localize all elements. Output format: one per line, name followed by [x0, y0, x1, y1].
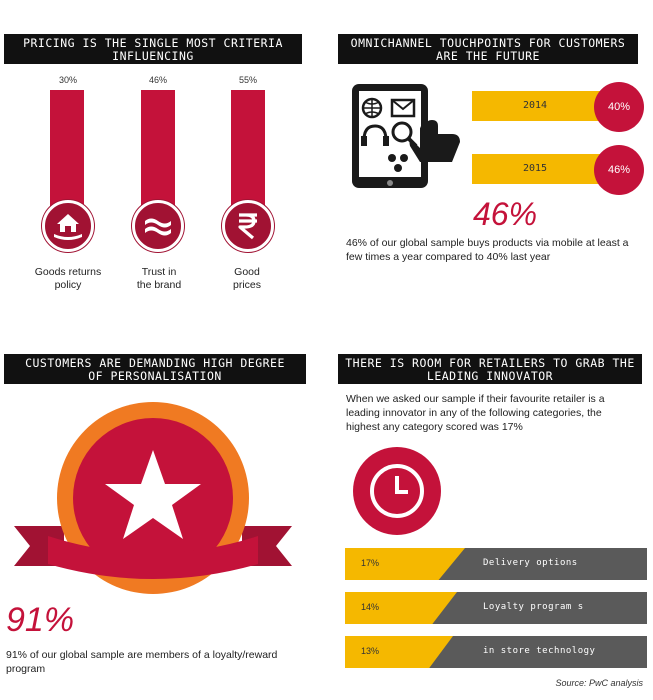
innovator-name-3: in store technology: [483, 646, 596, 656]
pricing-title-line1: PRICING IS THE SINGLE MOST CRITERIA INFL…: [23, 36, 283, 63]
personal-description: 91% of our global sample are members of …: [6, 649, 278, 675]
omni-title-line2: ARE THE FUTURE: [436, 49, 540, 63]
pricing-circle-3: [222, 200, 274, 252]
innovator-row-1: 17% Delivery options: [345, 548, 647, 580]
pricing-header: PRICING IS THE SINGLE MOST CRITERIA INFL…: [4, 34, 302, 76]
innovator-pct-3: 13%: [361, 646, 380, 656]
tablet-touch-icon: [352, 84, 460, 188]
innovator-title-line1: THERE IS ROOM FOR RETAILERS TO GRAB THE: [345, 356, 635, 370]
clock-icon: [353, 447, 441, 535]
innovator-title-line2: LEADING INNOVATOR: [426, 369, 554, 383]
source-note: Source: PwC analysis: [555, 678, 643, 688]
omni-title-line1: OMNICHANNEL TOUCHPOINTS FOR CUSTOMERS: [350, 36, 626, 50]
innovator-pct-2: 14%: [361, 602, 380, 612]
pricing-label-3: Good prices: [232, 266, 261, 291]
personal-big-pct: 91%: [6, 601, 75, 639]
pricing-pct-1: 30%: [58, 75, 77, 85]
pricing-pct-2: 46%: [148, 75, 167, 85]
innovator-name-1: Delivery options: [483, 558, 578, 568]
star-badge-icon: [14, 402, 292, 594]
pricing-title-line2: CUSTOMER'S CHOICE OF A RETAILER: [37, 62, 269, 76]
omni-big-pct: 46%: [473, 196, 538, 232]
pricing-circle-1: [42, 200, 94, 252]
pricing-bar-1: [50, 90, 84, 210]
innovator-header: THERE IS ROOM FOR RETAILERS TO GRAB THE …: [338, 354, 642, 384]
omni-description: 46% of our global sample buys products v…: [346, 237, 629, 263]
innovator-row-3: 13% in store technology: [345, 636, 647, 668]
personal-title-line2: OF PERSONALISATION: [88, 369, 222, 383]
pricing-bar-2: [141, 90, 175, 210]
pricing-pct-3: 55%: [238, 75, 257, 85]
omni-year-2015: 2015: [523, 163, 548, 174]
house-hand-icon: [54, 214, 82, 240]
omni-pct-2015: 46%: [594, 145, 644, 195]
pricing-label-2: Trust in the brand: [136, 266, 182, 291]
pricing-label-1: Goods returns policy: [34, 266, 102, 291]
omni-year-2014: 2014: [523, 100, 548, 111]
omni-pct-2014: 40%: [594, 82, 644, 132]
innovator-row-2: 14% Loyalty program s: [345, 592, 647, 624]
innovator-name-2: Loyalty program s: [483, 602, 584, 612]
personal-title-line1: CUSTOMERS ARE DEMANDING HIGH DEGREE: [25, 356, 285, 370]
personal-header: CUSTOMERS ARE DEMANDING HIGH DEGREE OF P…: [4, 354, 306, 384]
pricing-bar-3: [231, 90, 265, 210]
pricing-circle-2: [132, 200, 184, 252]
handshake-icon: [145, 218, 171, 236]
innovator-pct-1: 17%: [361, 558, 380, 568]
innovator-description: When we asked our sample if their favour…: [346, 393, 605, 433]
omni-header: OMNICHANNEL TOUCHPOINTS FOR CUSTOMERS AR…: [338, 34, 638, 64]
rupee-icon: [238, 213, 257, 240]
